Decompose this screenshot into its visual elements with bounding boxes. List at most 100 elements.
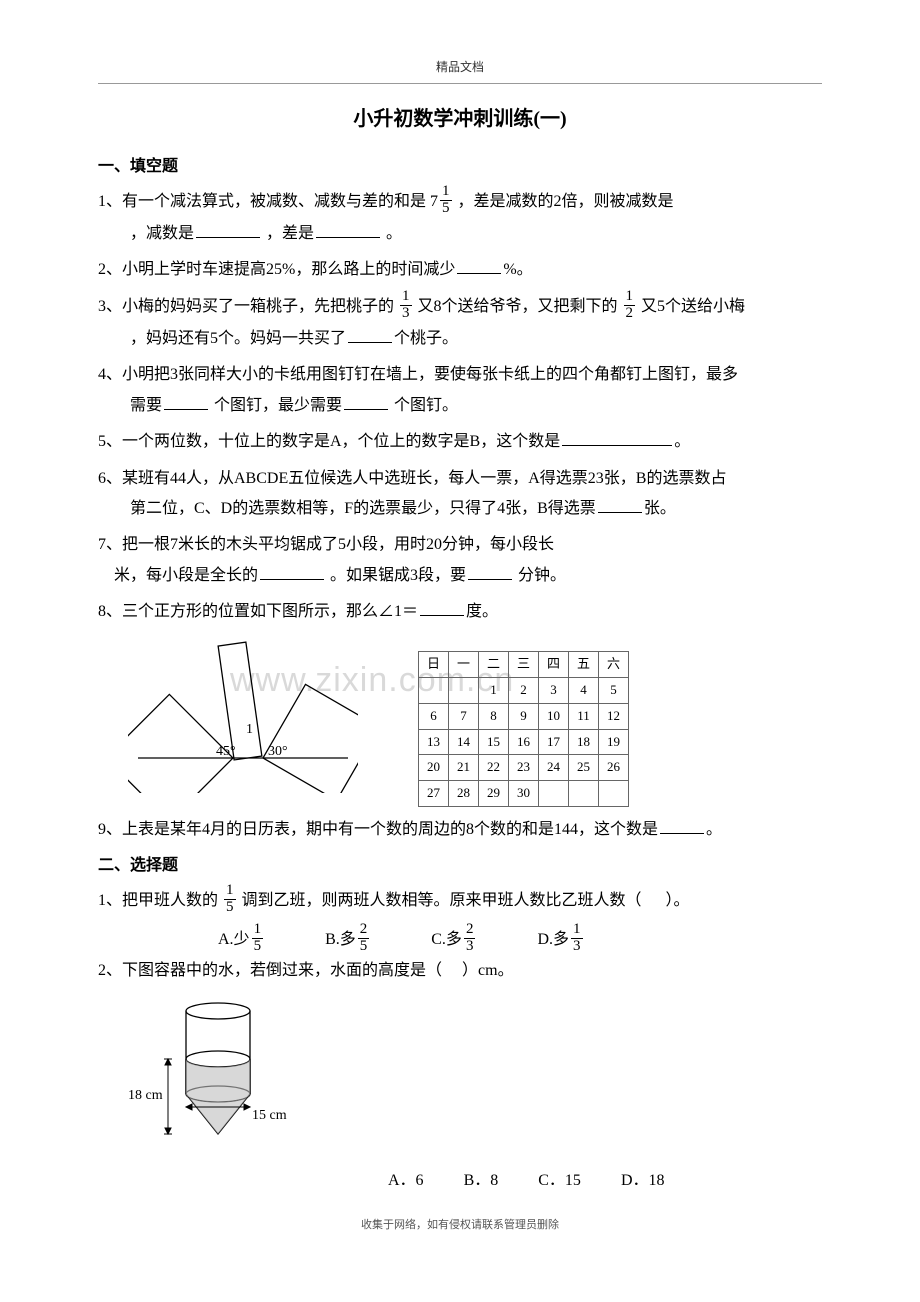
cal-cell: 7 [449,703,479,729]
q1-num: 1 [440,184,452,201]
q7-text-a: 7、把一根7米长的木头平均锯成了5小段，用时20分钟，每小段长 [98,536,554,553]
angle-30-label: 30° [268,744,288,759]
q4-text-c: 个图钉，最少需要 [214,397,342,414]
cal-cell: 5 [599,678,629,704]
den: 2 [624,306,636,322]
opt-d[interactable]: D.多13 [537,924,584,957]
cal-cell: 9 [509,703,539,729]
cal-cell: 23 [509,755,539,781]
q6-text-c: 张。 [644,500,676,517]
cal-head-cell: 一 [449,652,479,678]
section-fill: 一、填空题 [98,152,822,182]
w-label: 15 cm [252,1108,287,1123]
opt-c[interactable]: C.多23 [431,924,477,957]
q4-text-d: 个图钉。 [394,397,458,414]
cal-cell [599,780,629,806]
fill-q1: 1、有一个减法算式，被减数、减数与差的和是 7 15 ，差是减数的2倍，则被减数… [98,186,822,249]
blank [344,394,388,410]
q1-frac: 15 [440,184,452,217]
opt-c-pre: C.多 [431,925,462,955]
q1-den: 5 [440,201,452,217]
q6-text-b: 第二位，C、D的选票数相等，F的选票最少，只得了4张，B得选票 [130,500,596,517]
opt-d[interactable]: D．18 [621,1166,665,1196]
blank [457,258,501,274]
q9-text-a: 9、上表是某年4月的日历表，期中有一个数的周边的8个数的和是144，这个数是 [98,821,658,838]
cq1-text-a: 1、把甲班人数的 [98,892,218,909]
cal-head-cell: 二 [479,652,509,678]
q4-text-b: 需要 [130,397,162,414]
blank [468,564,512,580]
cal-cell: 1 [479,678,509,704]
cal-cell: 11 [569,703,599,729]
opt-b[interactable]: B.多25 [325,924,371,957]
cal-cell: 15 [479,729,509,755]
cal-row: 27282930 [419,780,629,806]
cal-cell [419,678,449,704]
cal-head-cell: 日 [419,652,449,678]
opt-a[interactable]: A.少15 [218,924,265,957]
cq1-text-b: 调到乙班，则两班人数相等。原来甲班人数比乙班人数（ [242,892,642,909]
cal-cell: 29 [479,780,509,806]
cal-head-cell: 五 [569,652,599,678]
cq1-options: A.少15 B.多25 C.多23 D.多13 [98,924,822,957]
cal-cell: 2 [509,678,539,704]
opt-b-pre: B.多 [325,925,356,955]
fill-q2: 2、小明上学时车速提高25%，那么路上的时间减少%。 [98,255,822,285]
den: 5 [358,939,370,955]
choice-q1: 1、把甲班人数的 15 调到乙班，则两班人数相等。原来甲班人数比乙班人数（ ）。 [98,885,822,918]
page-title: 小升初数学冲刺训练(一) [98,100,822,138]
fill-q7: 7、把一根7米长的木头平均锯成了5小段，用时20分钟，每小段长 米，每小段是全长… [98,530,822,591]
angle-45-label: 45° [216,744,236,759]
cal-cell: 12 [599,703,629,729]
blank [164,394,208,410]
q7-text-d: 分钟。 [518,567,566,584]
cq2-options: A．6 B．8 C．15 D．18 [98,1166,822,1196]
calendar-table: 日一二三四五六 12345678910111213141516171819202… [418,651,629,806]
q2-text-a: 2、小明上学时车速提高25%，那么路上的时间减少 [98,261,455,278]
q1-text-a: 1、有一个减法算式，被减数、减数与差的和是 [98,193,426,210]
blank [420,600,464,616]
cal-cell: 18 [569,729,599,755]
cal-cell [449,678,479,704]
num: 1 [571,922,583,939]
q5-text-b: 。 [674,433,690,450]
q3-text-b: 又8个送给爷爷，又把剩下的 [418,298,618,315]
cal-cell: 30 [509,780,539,806]
h-label: 18 cm [128,1088,163,1103]
cal-head-cell: 六 [599,652,629,678]
cal-cell: 17 [539,729,569,755]
num: 1 [224,883,236,900]
q4-text-a: 4、小明把3张同样大小的卡纸用图钉钉在墙上，要使每张卡纸上的四个角都钉上图钉，最… [98,366,738,383]
cal-cell: 22 [479,755,509,781]
q1-whole: 7 [430,187,438,217]
cal-cell [569,780,599,806]
cal-row: 13141516171819 [419,729,629,755]
cal-cell: 26 [599,755,629,781]
cal-cell: 4 [569,678,599,704]
q3-frac1: 13 [400,289,412,322]
blank [660,818,704,834]
den: 3 [571,939,583,955]
cal-cell: 3 [539,678,569,704]
cal-cell: 24 [539,755,569,781]
q1-text-c: ，减数是 [130,225,194,242]
q3-text-a: 3、小梅的妈妈买了一箱桃子，先把桃子的 [98,298,394,315]
opt-b[interactable]: B．8 [464,1166,499,1196]
cal-cell: 27 [419,780,449,806]
den: 3 [464,939,476,955]
cal-row: 6789101112 [419,703,629,729]
fill-q8: 8、三个正方形的位置如下图所示，那么∠1＝度。 [98,597,822,627]
blank [316,222,380,238]
angle-1-label: 1 [246,722,253,737]
blank [348,327,392,343]
opt-a[interactable]: A．6 [388,1166,424,1196]
choice-q2: 2、下图容器中的水，若倒过来，水面的高度是（ ）cm。 [98,956,822,986]
fill-q5: 5、一个两位数，十位上的数字是A，个位上的数字是B，这个数是。 [98,427,822,457]
num: 1 [252,922,264,939]
fill-q6: 6、某班有44人，从ABCDE五位候选人中选班长，每人一票，A得选票23张，B的… [98,464,822,525]
q8-text-a: 8、三个正方形的位置如下图所示，那么∠1＝ [98,603,418,620]
q6-text-a: 6、某班有44人，从ABCDE五位候选人中选班长，每人一票，A得选票23张，B的… [98,470,726,487]
cal-cell: 21 [449,755,479,781]
opt-c[interactable]: C．15 [538,1166,581,1196]
num: 1 [400,289,412,306]
